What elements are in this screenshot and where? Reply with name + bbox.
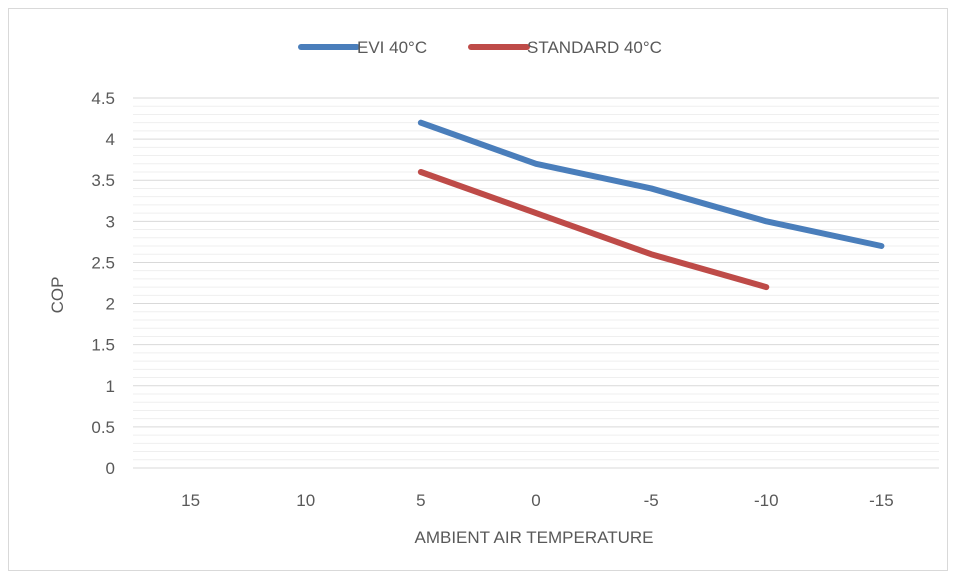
y-tick-label: 1.5 xyxy=(91,336,115,355)
chart-frame: 0 0.5 1 1.5 2 2.5 3 3.5 4 4.5 15 10 5 0 -5 -10 -15 EVI … xyxy=(8,8,948,571)
x-tick-label: -5 xyxy=(644,491,659,510)
x-tick-label: 5 xyxy=(416,491,425,510)
gridlines xyxy=(133,97,939,469)
y-tick-label: 1 xyxy=(106,377,115,396)
y-tick-label: 2.5 xyxy=(91,253,115,272)
y-axis-label: COP xyxy=(48,277,67,314)
y-tick-label: 3 xyxy=(106,212,115,231)
x-axis-label: AMBIENT AIR TEMPERATURE xyxy=(415,528,654,547)
y-tick-label: 4.5 xyxy=(91,89,115,108)
y-tick-label: 2 xyxy=(106,295,115,314)
x-tick-label: 10 xyxy=(296,491,315,510)
legend: EVI 40°C STANDARD 40°C xyxy=(298,38,662,57)
legend-label-1: STANDARD 40°C xyxy=(527,38,662,57)
legend-label-0: EVI 40°C xyxy=(357,38,427,57)
series-lines xyxy=(417,119,885,291)
x-tick-labels: 15 10 5 0 -5 -10 -15 xyxy=(181,491,894,510)
y-tick-label: 0 xyxy=(106,459,115,478)
x-tick-label: -10 xyxy=(754,491,779,510)
series-line-1 xyxy=(417,169,770,291)
line-chart: 0 0.5 1 1.5 2 2.5 3 3.5 4 4.5 15 10 5 0 -5 -10 -15 EVI … xyxy=(48,38,939,547)
y-tick-label: 0.5 xyxy=(91,418,115,437)
x-tick-label: 0 xyxy=(531,491,540,510)
series-line-0 xyxy=(417,119,885,249)
y-tick-label: 3.5 xyxy=(91,171,115,190)
y-tick-labels: 0 0.5 1 1.5 2 2.5 3 3.5 4 4.5 xyxy=(91,89,115,478)
y-tick-label: 4 xyxy=(106,130,115,149)
x-tick-label: 15 xyxy=(181,491,200,510)
x-tick-label: -15 xyxy=(869,491,894,510)
